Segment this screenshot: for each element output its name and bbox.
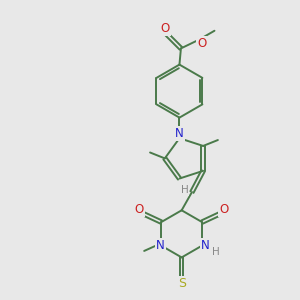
Text: S: S [178, 277, 186, 290]
Text: O: O [160, 22, 169, 35]
Text: O: O [219, 203, 229, 216]
Text: O: O [135, 203, 144, 216]
Text: N: N [201, 238, 210, 251]
Text: N: N [175, 127, 184, 140]
Text: O: O [197, 37, 206, 50]
Text: H: H [181, 185, 188, 195]
Text: H: H [212, 247, 220, 257]
Text: N: N [156, 238, 165, 251]
